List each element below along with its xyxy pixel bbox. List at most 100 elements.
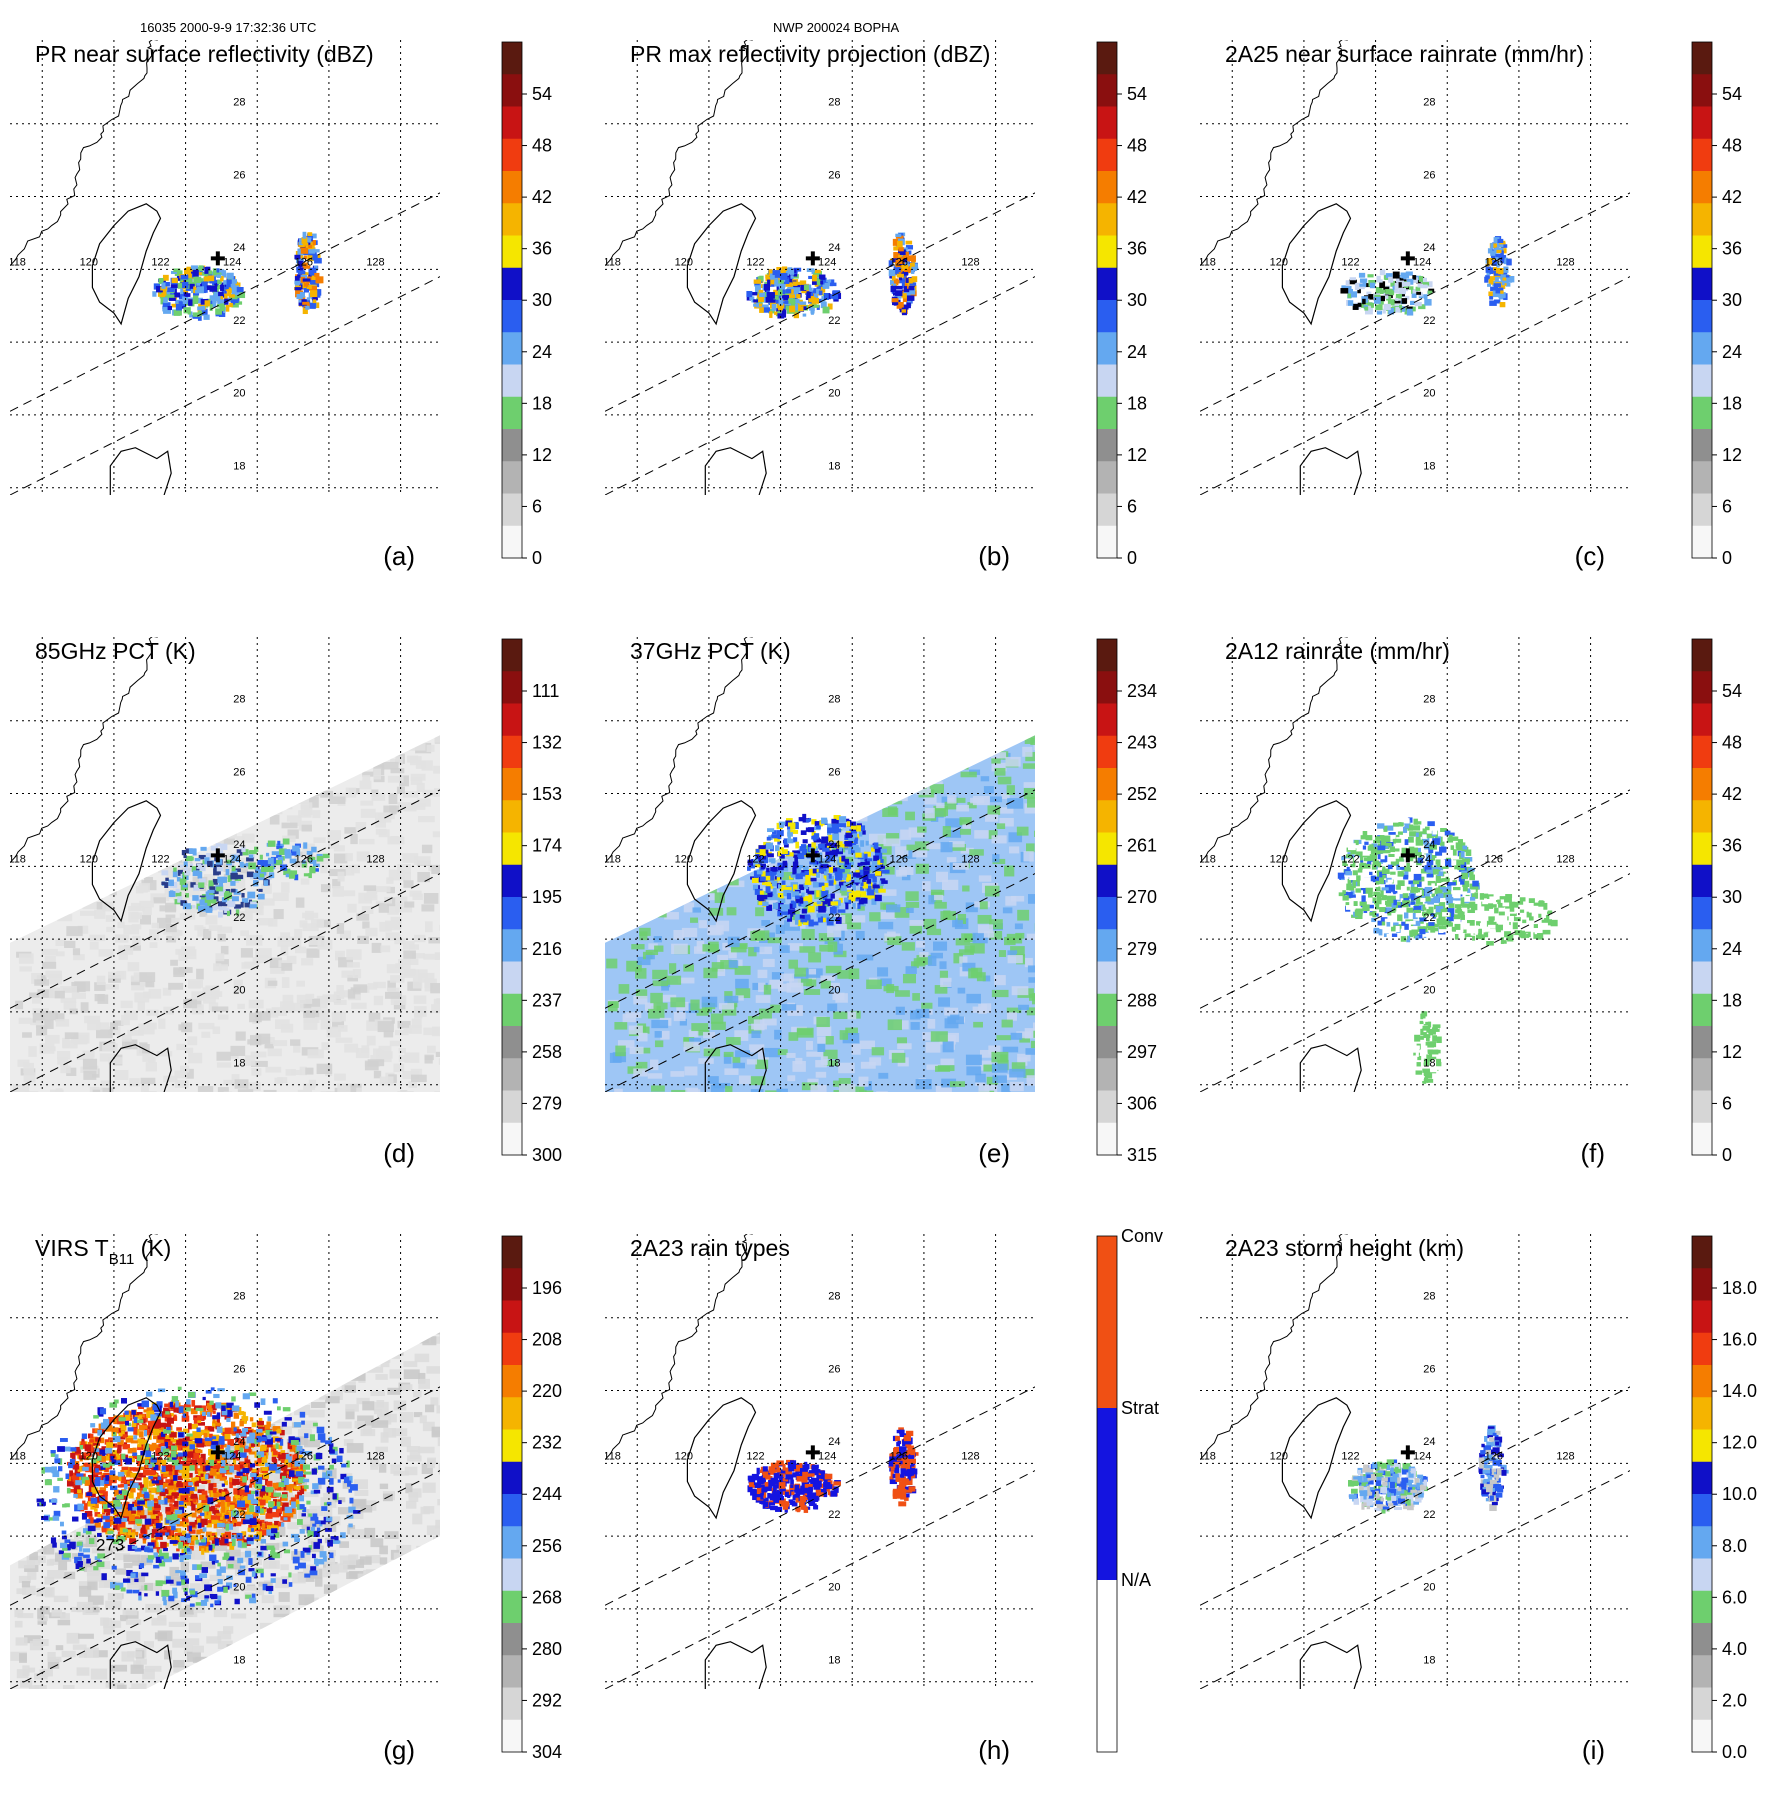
pixel-cell — [852, 1044, 861, 1055]
pixel-cell — [187, 1036, 197, 1045]
colorbar-segment — [1097, 139, 1117, 172]
storm-cell — [784, 301, 788, 304]
pixel-cell — [653, 980, 668, 986]
pixel-cell — [809, 969, 816, 975]
storm-cell — [1461, 897, 1465, 903]
storm-cell — [1384, 304, 1391, 310]
pixel-cell — [952, 920, 963, 927]
storm-cell — [894, 280, 900, 284]
storm-cell — [1471, 890, 1475, 893]
pixel-cell — [249, 1013, 262, 1023]
storm-cell — [1423, 1018, 1431, 1021]
pixel-cell — [367, 1036, 376, 1046]
pixel-cell — [1017, 827, 1029, 836]
storm-cell — [1381, 854, 1385, 859]
colorbar-label: 18 — [532, 393, 552, 413]
storm-cell — [812, 298, 819, 304]
pixel-cell — [959, 949, 974, 955]
storm-cell — [1529, 916, 1534, 920]
pixel-cell — [307, 1049, 323, 1058]
pixel-cell — [390, 768, 404, 773]
storm-cell — [800, 887, 804, 890]
pixel-cell — [181, 1022, 192, 1032]
pixel-cell — [877, 967, 888, 976]
storm-cell — [851, 826, 857, 830]
pixel-cell — [916, 864, 929, 874]
storm-cell — [1469, 875, 1475, 881]
pixel-cell — [958, 988, 966, 994]
pixel-cell — [938, 1065, 955, 1071]
storm-cell — [1446, 894, 1453, 900]
lat-tick-label: 20 — [233, 388, 245, 400]
storm-cell — [866, 879, 871, 884]
pixel-cell — [816, 1017, 830, 1027]
storm-cell — [793, 901, 797, 908]
pixel-cell — [439, 925, 448, 931]
storm-cell — [1432, 1035, 1437, 1041]
storm-cell — [1512, 902, 1518, 908]
storm-cell — [1433, 1024, 1441, 1028]
pixel-cell — [781, 974, 795, 982]
pixel-cell — [139, 901, 153, 908]
storm-cell — [1379, 907, 1386, 912]
storm-cell — [196, 283, 200, 286]
pixel-cell — [364, 885, 376, 891]
colorbar-label: 300 — [532, 1145, 562, 1165]
storm-cell — [241, 893, 244, 898]
storm-cell — [1398, 822, 1403, 826]
pixel-cell — [984, 931, 994, 937]
storm-cell — [303, 842, 307, 848]
storm-cell — [809, 288, 812, 292]
pixel-cell — [1005, 896, 1016, 906]
pixel-cell — [711, 1022, 726, 1030]
pixel-cell — [792, 1061, 805, 1072]
pixel-cell — [724, 1068, 738, 1075]
storm-cell — [189, 848, 197, 854]
storm-cell — [1464, 896, 1470, 902]
lat-tick-label: 24 — [233, 242, 245, 254]
pixel-cell — [337, 923, 344, 934]
storm-cell — [304, 283, 309, 287]
pixel-cell — [145, 981, 154, 987]
panel-title-b: PR max reflectivity projection (dBZ) — [630, 41, 990, 67]
storm-cell — [1398, 908, 1403, 913]
lon-tick-label: 128 — [961, 257, 979, 269]
pixel-cell — [985, 886, 1000, 897]
storm-cell — [852, 903, 856, 909]
pixel-cell — [865, 1091, 874, 1100]
colorbar-label: 0 — [532, 548, 542, 568]
lon-tick-label: 118 — [603, 257, 621, 269]
pixel-cell — [256, 1034, 271, 1044]
colorbar-label: 261 — [1127, 836, 1157, 856]
storm-cell — [1442, 878, 1450, 882]
colorbar-segment — [1097, 768, 1117, 801]
lon-tick-label: 122 — [1341, 854, 1359, 866]
colorbar-segment — [1097, 994, 1117, 1027]
pixel-cell — [755, 907, 764, 916]
pixel-cell — [431, 865, 445, 874]
storm-cell — [210, 304, 213, 311]
pixel-cell — [833, 1012, 847, 1019]
colorbar-label: 24 — [1722, 342, 1742, 362]
storm-cell — [1427, 1079, 1433, 1083]
pixel-cell — [970, 798, 984, 803]
colorbar-label: 6 — [1722, 1093, 1732, 1113]
pixel-cell — [72, 993, 86, 999]
colorbar-segment — [1692, 203, 1712, 236]
pixel-cell — [655, 1040, 663, 1047]
pixel-cell — [301, 958, 313, 965]
storm-cell — [1487, 284, 1491, 287]
lat-tick-label: 24 — [1423, 839, 1435, 851]
storm-cell — [778, 898, 785, 903]
storm-cell — [878, 889, 885, 893]
storm-cell — [1500, 302, 1506, 307]
colorbar-label: 153 — [532, 784, 562, 804]
pixel-cell — [282, 977, 289, 988]
storm-cell — [211, 899, 216, 903]
pixel-cell — [83, 1059, 97, 1070]
storm-cell — [1463, 846, 1468, 850]
pixel-cell — [981, 776, 989, 781]
storm-cell — [220, 844, 227, 850]
